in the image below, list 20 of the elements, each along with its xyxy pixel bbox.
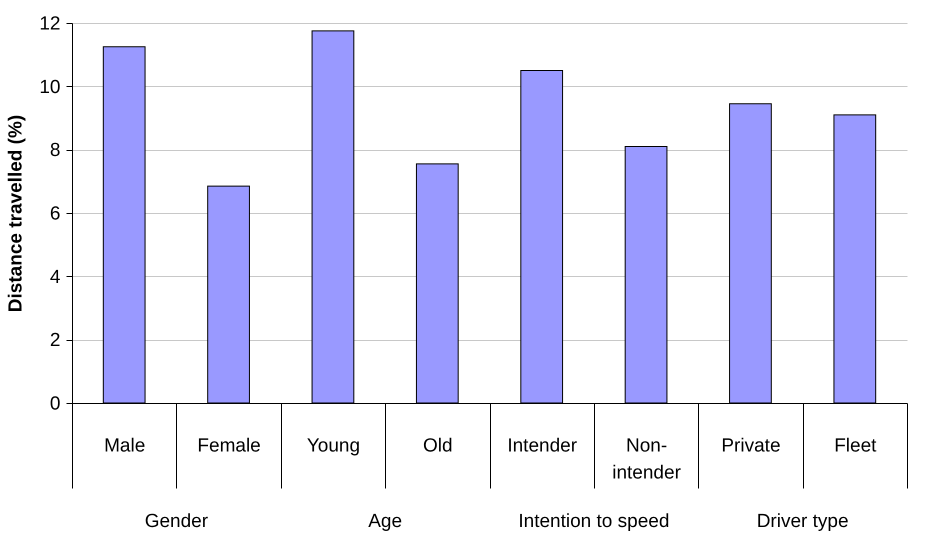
x-tick-label: Male — [104, 436, 146, 456]
x-tick-label: Fleet — [834, 436, 878, 456]
y-tick-label: 2 — [50, 330, 60, 352]
y-tick-label: 0 — [50, 394, 60, 414]
text: Driver type — [756, 511, 849, 532]
y-tick-label: 8 — [50, 140, 60, 162]
y-tick-label: 6 — [50, 204, 60, 224]
text: Age — [368, 511, 402, 532]
y-axis-title: Distance travelled (%) — [5, 114, 26, 312]
y-tick-label: 12 — [39, 14, 60, 34]
x-tick-label: Non-intender — [612, 436, 682, 484]
x-tick-label: Intender — [507, 436, 578, 456]
x-tick-label: Female — [197, 436, 261, 456]
x-tick-label: Private — [721, 436, 781, 456]
x-tick-label: Old — [423, 436, 453, 456]
y-tick-label: 4 — [50, 266, 61, 288]
text: Gender — [144, 511, 209, 532]
x-tick-label: Young — [306, 436, 360, 456]
text: Intention to speed — [518, 511, 670, 532]
y-tick-label: 10 — [39, 76, 60, 98]
